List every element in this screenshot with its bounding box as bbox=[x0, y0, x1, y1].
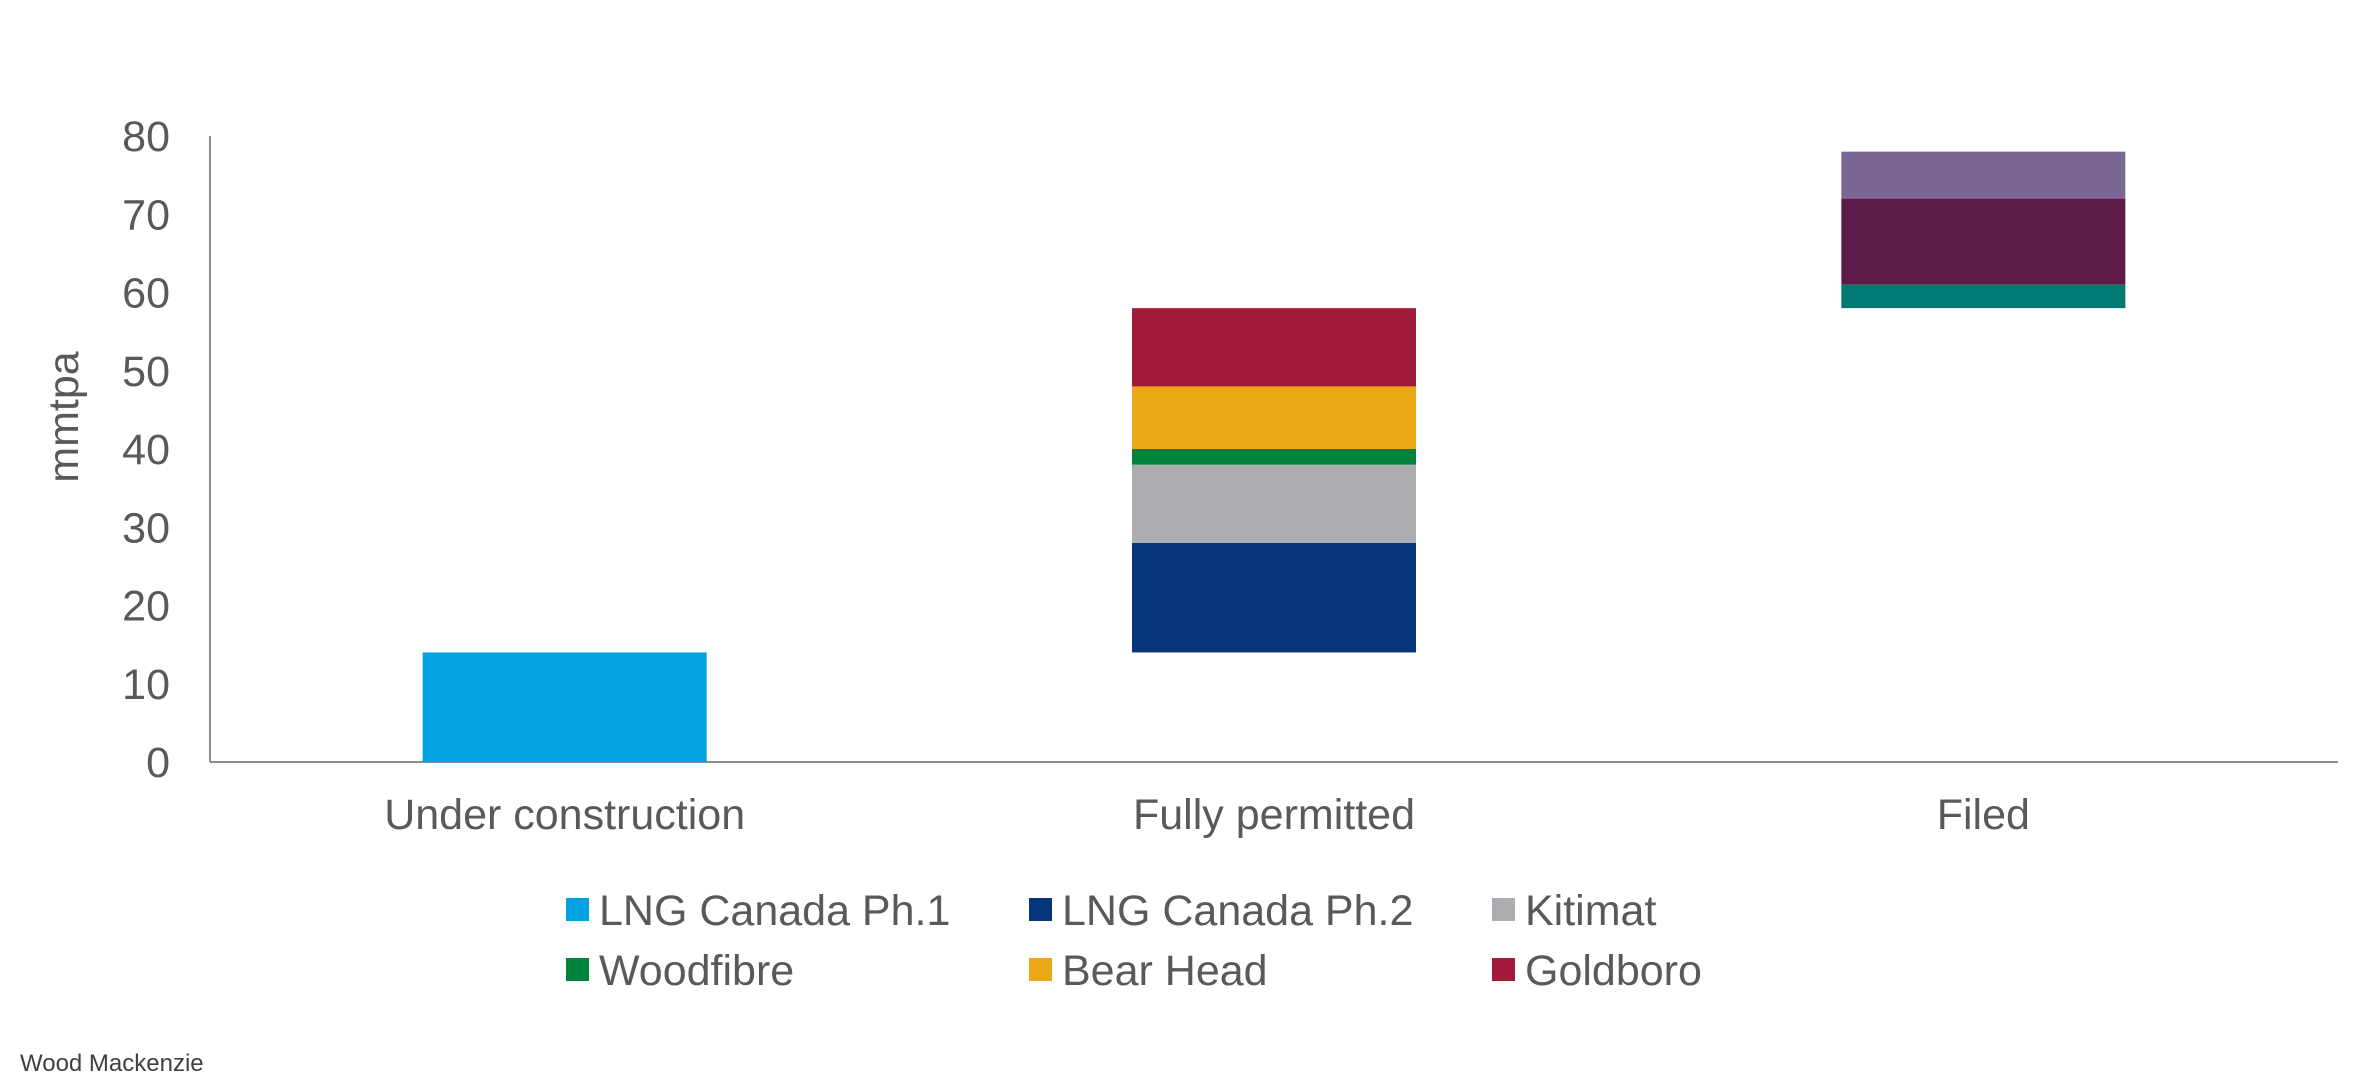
bar-segment bbox=[1132, 542, 1416, 653]
legend-label: Bear Head bbox=[1062, 947, 1268, 995]
x-category-label: Filed bbox=[1937, 791, 2030, 839]
y-tick-label: 70 bbox=[122, 191, 170, 239]
legend-swatch bbox=[566, 898, 589, 921]
bar-segment bbox=[1841, 198, 2126, 285]
legend-label: LNG Canada Ph.2 bbox=[1062, 887, 1413, 935]
bar-segment bbox=[1132, 449, 1416, 465]
x-category-label: Fully permitted bbox=[1133, 791, 1415, 839]
y-tick-label: 20 bbox=[122, 583, 170, 631]
legend-label: Kitimat bbox=[1525, 887, 1656, 935]
bar-segment bbox=[422, 652, 707, 762]
x-category-labels: Under construction Fully permitted Filed bbox=[384, 791, 2030, 839]
bar-segment bbox=[1132, 308, 1416, 387]
legend-label: Woodfibre bbox=[599, 947, 794, 995]
bars bbox=[422, 151, 2126, 762]
y-tick-label: 60 bbox=[122, 270, 170, 318]
y-tick-labels: 0 10 20 30 40 50 60 70 80 bbox=[122, 113, 170, 787]
legend-swatch bbox=[1029, 958, 1052, 981]
y-tick-label: 10 bbox=[122, 661, 170, 709]
y-tick-label: 80 bbox=[122, 113, 170, 161]
legend-swatch bbox=[566, 958, 589, 981]
legend-label: Goldboro bbox=[1525, 947, 1702, 995]
source-credit: Wood Mackenzie bbox=[20, 1050, 204, 1077]
bar-segment bbox=[1132, 464, 1416, 543]
legend: LNG Canada Ph.1 LNG Canada Ph.2 Kitimat Woo… bbox=[566, 887, 1702, 995]
legend-swatch bbox=[1492, 898, 1515, 921]
x-category-label: Under construction bbox=[384, 791, 745, 839]
legend-swatch bbox=[1029, 898, 1052, 921]
y-axis-label: mmtpa bbox=[40, 351, 88, 483]
y-tick-label: 0 bbox=[146, 739, 170, 787]
y-tick-label: 50 bbox=[122, 348, 170, 396]
bar-segment bbox=[1132, 386, 1416, 449]
legend-swatch bbox=[1492, 958, 1515, 981]
bar-segment bbox=[1841, 284, 2126, 309]
y-tick-label: 40 bbox=[122, 426, 170, 474]
y-tick-label: 30 bbox=[122, 504, 170, 552]
bar-segment bbox=[1841, 151, 2126, 199]
legend-label: LNG Canada Ph.1 bbox=[599, 887, 950, 935]
